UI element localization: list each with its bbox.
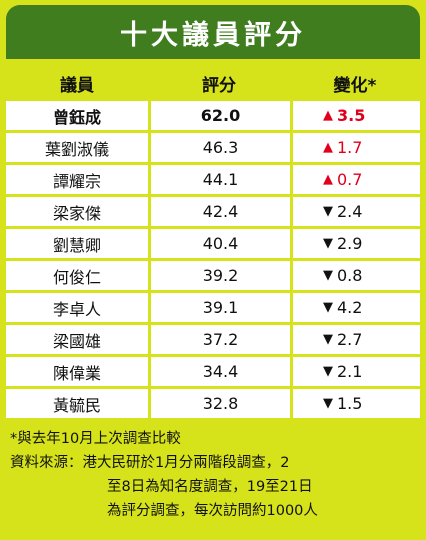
header-change: 變化* bbox=[333, 75, 377, 96]
change-value: 4.2 bbox=[337, 298, 363, 317]
legislator-name: 譚耀宗 bbox=[6, 165, 148, 194]
change-value: 1.7 bbox=[337, 138, 363, 157]
rating-change: ▼ 2.4 bbox=[293, 197, 420, 226]
header-score: 評分 bbox=[202, 75, 236, 96]
title-bar: 十大議員評分 bbox=[6, 5, 420, 59]
rating-score: 40.4 bbox=[151, 229, 290, 258]
table-row: 曾鈺成 62.0 ▲ 3.5 bbox=[6, 101, 420, 130]
table-row: 李卓人 39.1 ▼ 4.2 bbox=[6, 293, 420, 322]
change-value: 2.4 bbox=[337, 202, 363, 221]
legislator-name: 梁家傑 bbox=[6, 197, 148, 226]
legislator-name: 葉劉淑儀 bbox=[6, 133, 148, 162]
rating-change: ▼ 0.8 bbox=[293, 261, 420, 290]
source-line-2: 至8日為知名度調查，19至21日 bbox=[107, 479, 313, 495]
legislator-name: 梁國雄 bbox=[6, 325, 148, 354]
rating-change: ▼ 2.9 bbox=[293, 229, 420, 258]
table-row: 黃毓民 32.8 ▼ 1.5 bbox=[6, 389, 420, 418]
rating-score: 39.1 bbox=[151, 293, 290, 322]
ranking-table: 曾鈺成 62.0 ▲ 3.5 葉劉淑儀 46.3 ▲ 1.7 譚耀宗 44.1 ▲ 0.7 梁家傑 42.… bbox=[6, 101, 420, 421]
page-title: 十大議員評分 bbox=[120, 19, 306, 51]
rating-score: 44.1 bbox=[151, 165, 290, 194]
legislator-name: 劉慧卿 bbox=[6, 229, 148, 258]
down-triangle-icon: ▼ bbox=[323, 268, 333, 283]
rating-score: 37.2 bbox=[151, 325, 290, 354]
notes: *與去年10月上次調查比較 資料來源：港大民研於1月分兩階段調查，2 至8日為知… bbox=[10, 427, 420, 523]
table-row: 梁國雄 37.2 ▼ 2.7 bbox=[6, 325, 420, 354]
change-value: 1.5 bbox=[337, 394, 363, 413]
table-row: 劉慧卿 40.4 ▼ 2.9 bbox=[6, 229, 420, 258]
legislator-name: 曾鈺成 bbox=[6, 101, 148, 130]
table-row: 葉劉淑儀 46.3 ▲ 1.7 bbox=[6, 133, 420, 162]
legislator-name: 李卓人 bbox=[6, 293, 148, 322]
rating-change: ▲ 1.7 bbox=[293, 133, 420, 162]
rating-change: ▼ 4.2 bbox=[293, 293, 420, 322]
footnote: *與去年10月上次調查比較 bbox=[10, 431, 181, 447]
header-name: 議員 bbox=[60, 75, 94, 96]
change-value: 3.5 bbox=[337, 106, 366, 125]
change-value: 2.9 bbox=[337, 234, 363, 253]
rating-change: ▼ 1.5 bbox=[293, 389, 420, 418]
down-triangle-icon: ▼ bbox=[323, 300, 333, 315]
change-value: 2.1 bbox=[337, 362, 363, 381]
change-value: 0.7 bbox=[337, 170, 363, 189]
down-triangle-icon: ▼ bbox=[323, 236, 333, 251]
change-value: 2.7 bbox=[337, 330, 363, 349]
table-row: 何俊仁 39.2 ▼ 0.8 bbox=[6, 261, 420, 290]
rating-score: 34.4 bbox=[151, 357, 290, 386]
up-triangle-icon: ▲ bbox=[323, 108, 333, 123]
rating-change: ▲ 0.7 bbox=[293, 165, 420, 194]
rating-score: 39.2 bbox=[151, 261, 290, 290]
down-triangle-icon: ▼ bbox=[323, 396, 333, 411]
legislator-name: 黃毓民 bbox=[6, 389, 148, 418]
rating-score: 62.0 bbox=[151, 101, 290, 130]
rating-change: ▼ 2.1 bbox=[293, 357, 420, 386]
table-row: 譚耀宗 44.1 ▲ 0.7 bbox=[6, 165, 420, 194]
source-line-3: 為評分調查，每次訪問約1000人 bbox=[107, 503, 318, 519]
table-header: 議員 評分 變化* bbox=[6, 65, 420, 101]
table-row: 陳偉業 34.4 ▼ 2.1 bbox=[6, 357, 420, 386]
source-line-1: 資料來源：港大民研於1月分兩階段調查，2 bbox=[10, 455, 290, 471]
rating-score: 32.8 bbox=[151, 389, 290, 418]
rating-score: 42.4 bbox=[151, 197, 290, 226]
rating-change: ▲ 3.5 bbox=[293, 101, 420, 130]
rating-change: ▼ 2.7 bbox=[293, 325, 420, 354]
rating-score: 46.3 bbox=[151, 133, 290, 162]
down-triangle-icon: ▼ bbox=[323, 204, 333, 219]
legislator-name: 何俊仁 bbox=[6, 261, 148, 290]
change-value: 0.8 bbox=[337, 266, 363, 285]
down-triangle-icon: ▼ bbox=[323, 364, 333, 379]
table-row: 梁家傑 42.4 ▼ 2.4 bbox=[6, 197, 420, 226]
up-triangle-icon: ▲ bbox=[323, 172, 333, 187]
up-triangle-icon: ▲ bbox=[323, 140, 333, 155]
legislator-name: 陳偉業 bbox=[6, 357, 148, 386]
down-triangle-icon: ▼ bbox=[323, 332, 333, 347]
